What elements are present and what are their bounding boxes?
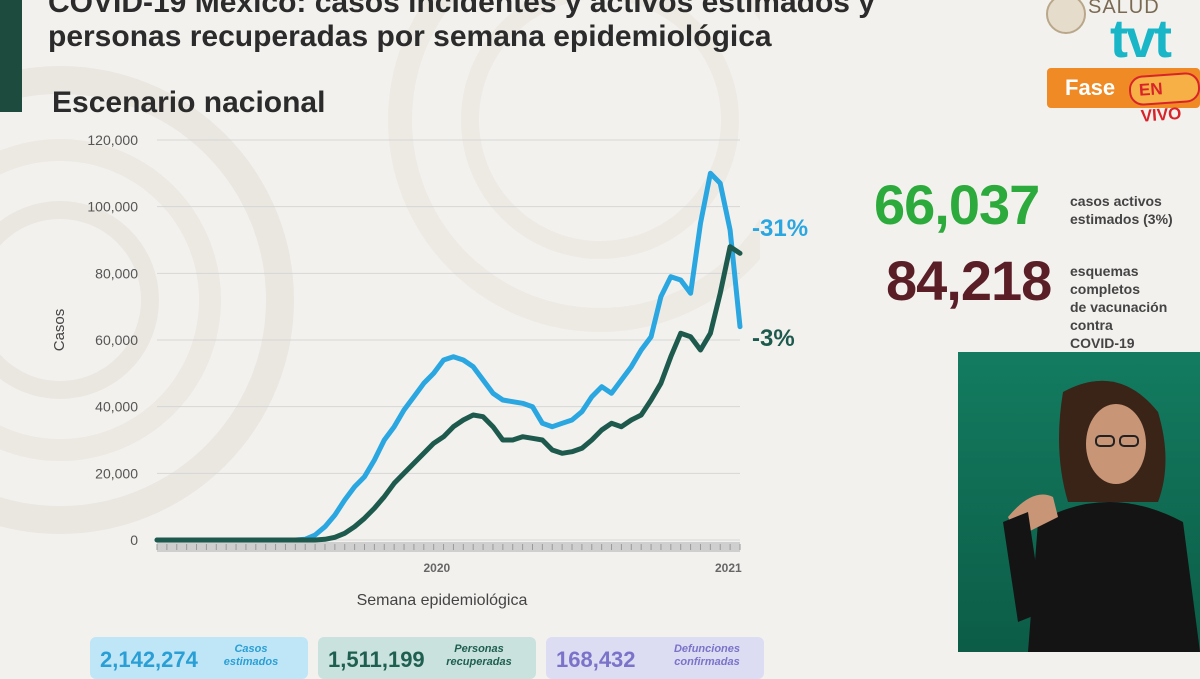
x-group-label: 2020 <box>423 561 450 575</box>
salud-seal-icon <box>1046 0 1086 34</box>
series-line-1 <box>154 244 743 543</box>
vaccination-value: 84,218 <box>886 249 1052 312</box>
card-label: Personas recuperadas <box>446 643 512 668</box>
y-tick-label: 20,000 <box>95 465 138 481</box>
y-tick-label: 40,000 <box>95 399 138 415</box>
card-value: 2,142,274 <box>100 647 198 672</box>
series-end-label: -3% <box>752 325 795 352</box>
fase-badge: Fase EN VIVO <box>1047 68 1200 126</box>
vaccination-label: esquemas completos de vacunación contra … <box>1070 263 1168 351</box>
fase-label: Fase <box>1065 75 1116 100</box>
sign-language-video <box>958 352 1200 652</box>
y-tick-label: 100,000 <box>87 199 138 215</box>
page-subtitle: Escenario nacional <box>52 86 326 119</box>
active-cases-value: 66,037 <box>874 173 1040 236</box>
y-tick-label: 120,000 <box>87 132 138 148</box>
accent-bar <box>0 0 22 112</box>
page-title: COVID-19 México: casos incidentes y acti… <box>48 0 875 53</box>
cases-estimated-card: 2,142,274 Casos estimados <box>90 637 308 679</box>
card-value: 168,432 <box>556 647 636 672</box>
x-group-label: 2021 <box>715 561 742 575</box>
y-axis-label: Casos <box>51 309 68 352</box>
salud-logo: SALUD <box>1088 0 1160 18</box>
y-tick-label: 0 <box>130 532 138 548</box>
recovered-card: 1,511,199 Personas recuperadas <box>318 637 536 679</box>
card-label: Casos estimados <box>223 643 279 668</box>
background-pattern <box>0 66 294 534</box>
series-line-0 <box>154 170 743 543</box>
x-axis-strip <box>157 542 740 552</box>
cases-chart: 020,00040,00060,00080,000100,000120,000 … <box>51 132 808 609</box>
card-value: 1,511,199 <box>328 647 425 672</box>
tvt-logo: tvt <box>1110 9 1172 69</box>
y-tick-label: 60,000 <box>95 332 138 348</box>
active-cases-label: casos activos estimados (3%) <box>1070 193 1173 227</box>
interpreter-figure <box>1003 380 1200 652</box>
series-end-label: -31% <box>752 215 808 242</box>
x-axis-label: Semana epidemiológica <box>357 592 528 609</box>
en-vivo-badge: EN VIVO <box>1128 71 1200 126</box>
deaths-card: 168,432 Defunciones confirmadas <box>546 637 764 679</box>
y-tick-label: 80,000 <box>95 265 138 281</box>
card-label: Defunciones confirmadas <box>673 643 740 668</box>
